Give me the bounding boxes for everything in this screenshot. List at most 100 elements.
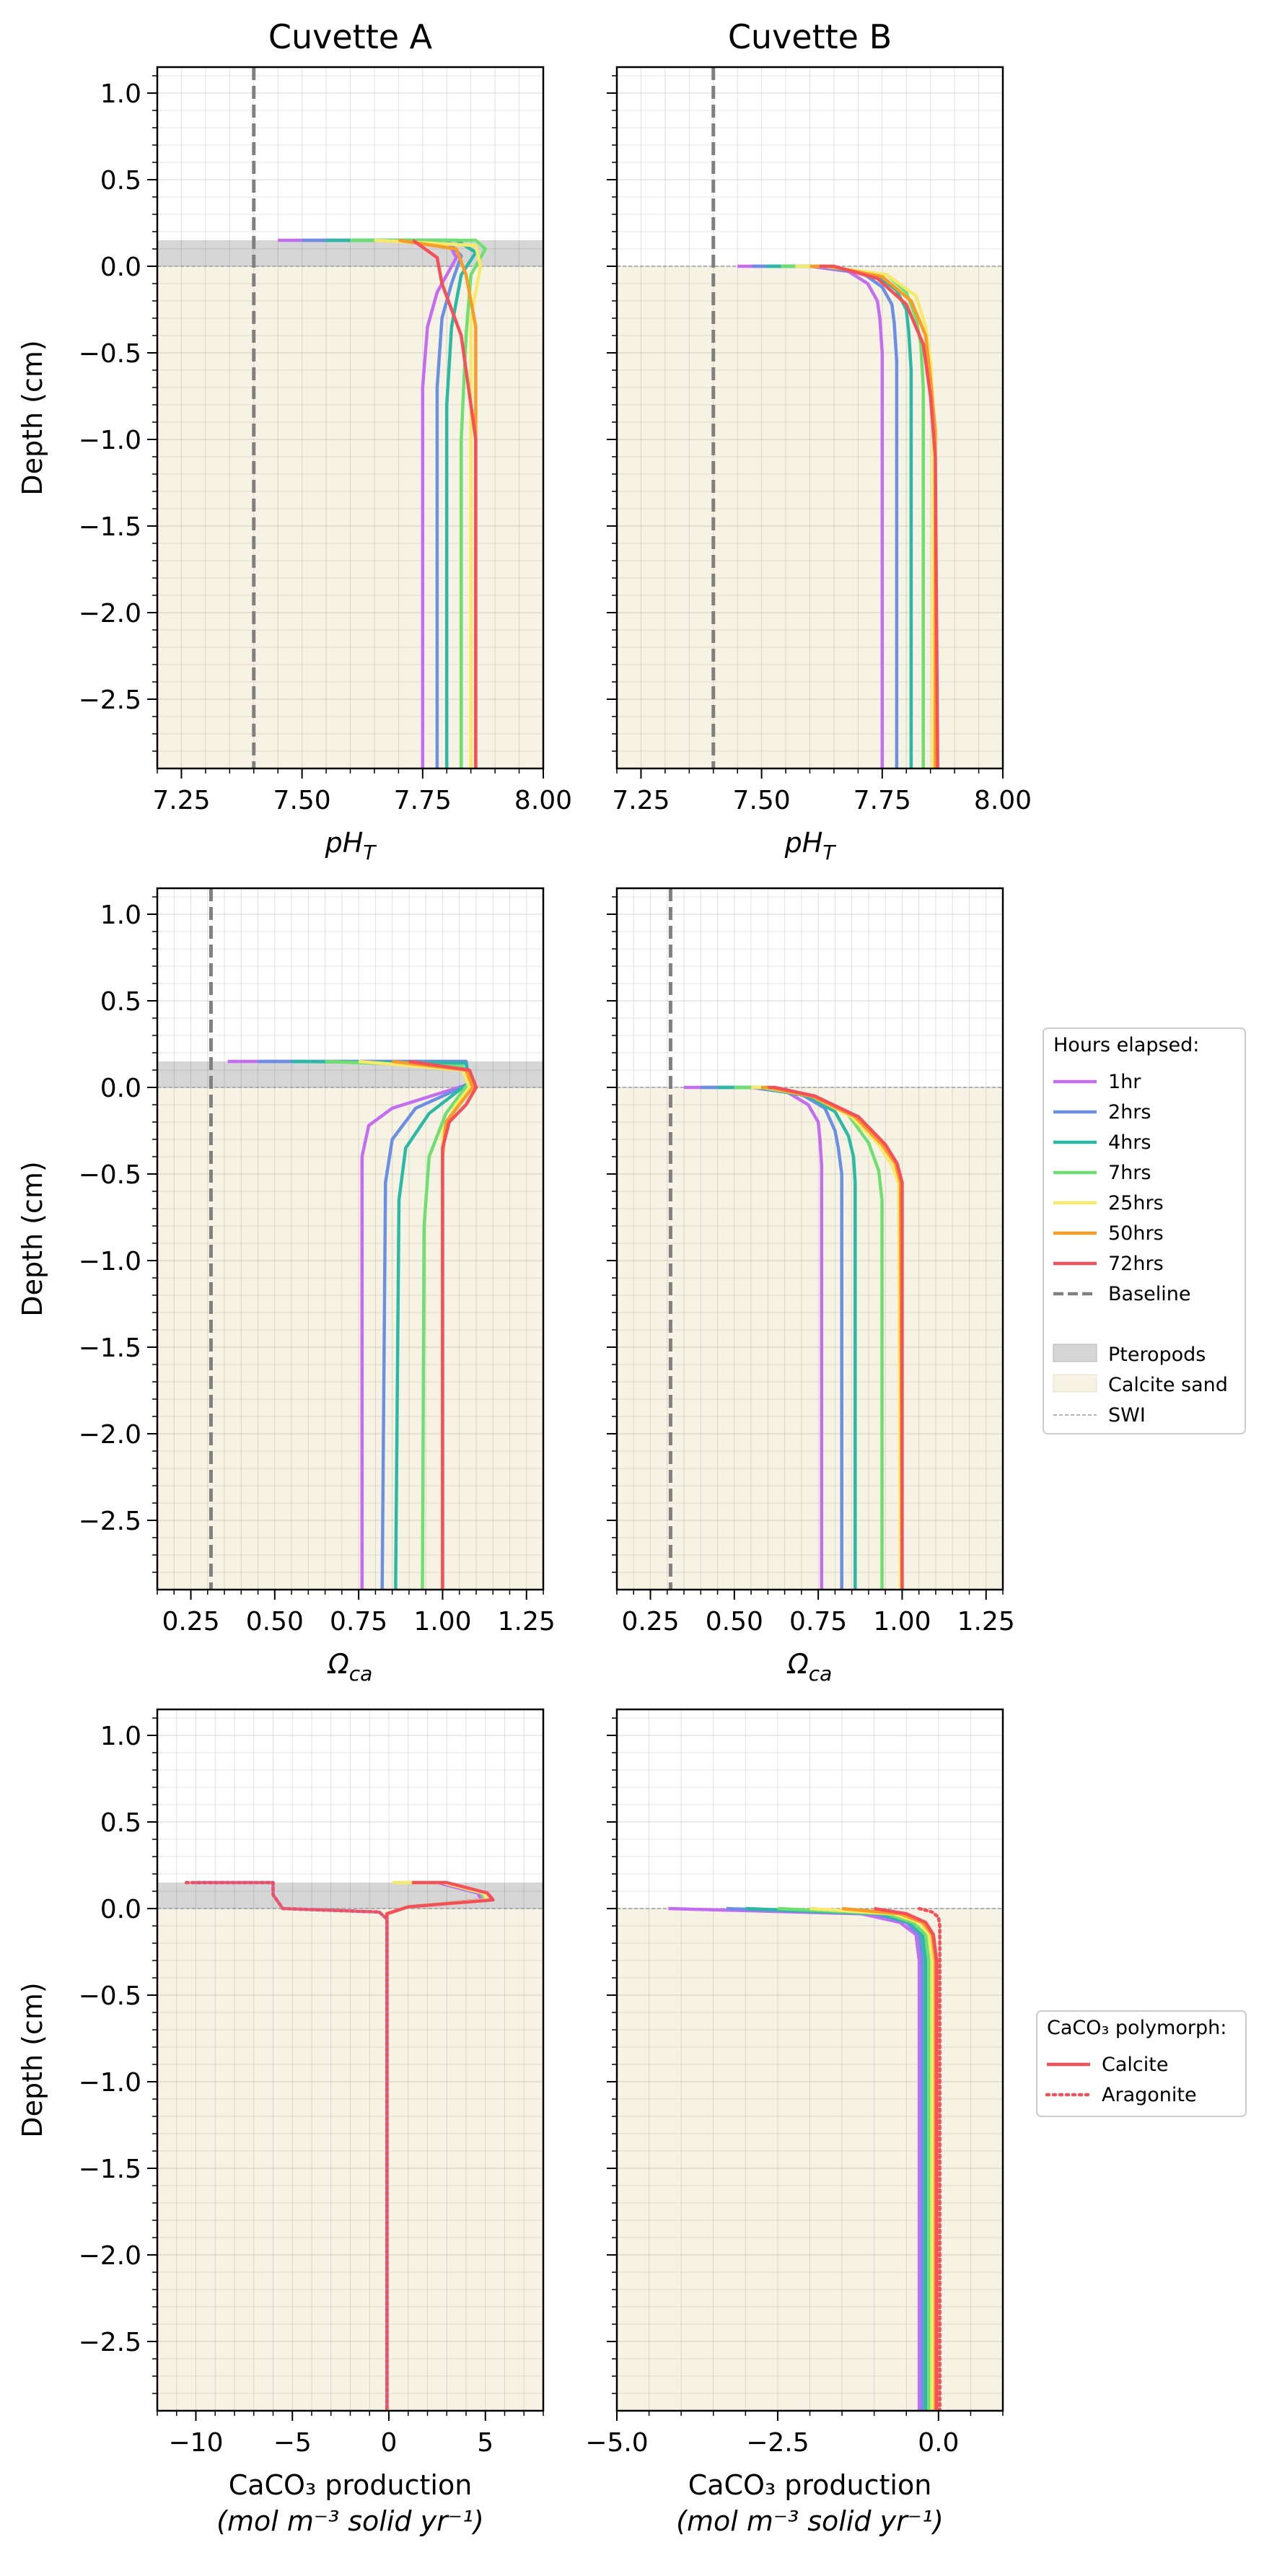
chart-panel-6: −5.0 −2.5 0.0 CaCO₃ production (mol m⁻³ soli… (585, 1708, 1004, 2537)
x-tick-label: 1.25 (957, 1607, 1015, 1637)
y-tick-label: −2.0 (79, 2241, 141, 2271)
legend-title: Hours elapsed: (1053, 1034, 1199, 1056)
series-group (668, 1906, 942, 2411)
y-tick-label: −1.5 (79, 512, 141, 542)
legends: Hours elapsed: 1hr 2hrs 4hrs 7hrs 25hrs 50hrs 7… (1036, 1028, 1247, 2117)
series-group (227, 1059, 478, 1590)
y-tick-label: 0.0 (100, 1074, 141, 1103)
x-axis-label-sub: T (363, 841, 377, 864)
chart-panel-1: 1.0 0.5 0.0 −0.5 −1.0 −1.5 −2.0 −2.5 7.25 7.50 7.7… (17, 17, 572, 864)
series-group (278, 238, 488, 768)
y-tick-label: 1.0 (100, 901, 141, 930)
x-tick-label: 7.50 (273, 786, 331, 815)
x-axis-label-sub: ca (809, 1662, 833, 1686)
x-tick-label: 0.50 (246, 1607, 304, 1637)
y-tick-label: 0.5 (100, 166, 141, 196)
x-tick-label: −10 (169, 2428, 224, 2458)
y-tick-label: −0.5 (79, 339, 141, 369)
series-line-7hrs (350, 238, 488, 768)
x-axis-label: pHT (325, 827, 377, 864)
series-line-72hrs (408, 1059, 478, 1590)
series-group (737, 264, 939, 768)
legend-label: 4hrs (1108, 1131, 1151, 1154)
x-axis-label-units: (mol m⁻³ solid yr⁻¹) (676, 2505, 944, 2537)
legend-label: SWI (1108, 1404, 1146, 1427)
x-tick-label: 8.00 (514, 786, 572, 815)
calcite-sand-region (617, 1087, 1003, 1590)
grid (157, 888, 543, 1590)
series-line-72hrs (768, 1085, 904, 1590)
x-tick-label: 1.25 (498, 1607, 556, 1637)
y-tick-label: −2.5 (79, 685, 141, 715)
axes-frame (615, 887, 1004, 1591)
x-tick-label: −5.0 (585, 2428, 648, 2458)
series-line-2hrs (258, 1059, 471, 1590)
y-axis-label: Depth (cm) (17, 1982, 48, 2137)
calcite-sand-region (157, 1909, 543, 2411)
legend-title: CaCO₃ polymorph: (1047, 2017, 1226, 2039)
legend-label: Baseline (1108, 1283, 1190, 1305)
series-line-72hrs (819, 264, 939, 768)
x-tick-label: −2.5 (746, 2428, 809, 2458)
calcite-sand-region (157, 1087, 543, 1590)
x-tick-label: 0.50 (706, 1607, 763, 1637)
x-axis-label: CaCO₃ production (688, 2469, 932, 2501)
y-tick-label: 0.0 (100, 1895, 141, 1924)
series-line-4hrs (291, 1059, 471, 1590)
series-group (684, 1085, 904, 1590)
legend-hours-elapsed: Hours elapsed: 1hr 2hrs 4hrs 7hrs 25hrs 50hrs 7… (1043, 1028, 1246, 1434)
legend-box (1036, 2010, 1247, 2117)
chart-panels: 1.0 0.5 0.0 −0.5 −1.0 −1.5 −2.0 −2.5 7.25 7.50 7.7… (17, 17, 1032, 2537)
x-axis-label-main: pH (325, 827, 364, 859)
panel-title: Cuvette A (268, 17, 433, 56)
series-line-72hrs (874, 1906, 939, 2411)
pteropods-region (157, 1061, 543, 1087)
x-axis-label-sub: ca (349, 1662, 373, 1686)
x-tick-label: 7.25 (152, 786, 210, 815)
legend-label: Calcite (1102, 2054, 1168, 2076)
x-axis-label-units: (mol m⁻³ solid yr⁻¹) (216, 2505, 484, 2537)
legend-label: Pteropods (1108, 1344, 1206, 1366)
legend-patch (1053, 1344, 1097, 1362)
x-tick-label: 0.25 (162, 1607, 219, 1637)
x-tick-label: 7.75 (394, 786, 452, 815)
calcite-sand-region (157, 266, 543, 768)
grid (617, 1709, 1003, 2411)
y-tick-label: −2.0 (79, 1420, 141, 1450)
y-axis-label: Depth (cm) (17, 1161, 48, 1316)
x-axis-label: CaCO₃ production (229, 2469, 473, 2501)
x-axis-label: pHT (784, 827, 837, 864)
y-tick-label: −0.5 (79, 1160, 141, 1190)
x-axis-label: Ωca (786, 1648, 833, 1686)
legend-label: Aragonite (1102, 2084, 1197, 2106)
x-tick-label: 7.50 (733, 786, 791, 815)
legend-label: Calcite sand (1108, 1374, 1228, 1396)
y-tick-label: 1.0 (100, 1722, 141, 1751)
legend-label: 25hrs (1108, 1192, 1164, 1214)
x-tick-label: 7.25 (612, 786, 670, 815)
y-tick-label: 0.5 (100, 1808, 141, 1838)
legend-label: 1hr (1108, 1071, 1141, 1093)
series-line-72hrs-aragonite (917, 1906, 942, 2411)
x-tick-label: 0 (381, 2428, 398, 2458)
y-tick-label: −2.5 (79, 1507, 141, 1536)
x-tick-label: 1.00 (873, 1607, 931, 1637)
x-tick-label: −5 (273, 2428, 312, 2458)
legend-label: 2hrs (1108, 1101, 1151, 1123)
x-axis-label-main: Ω (327, 1648, 349, 1680)
x-tick-label: 0.25 (621, 1607, 679, 1637)
x-tick-label: 0.75 (330, 1607, 387, 1637)
series-line-72hrs (412, 239, 478, 768)
x-axis-label-sub: T (822, 841, 836, 864)
y-tick-label: −2.0 (79, 599, 141, 628)
x-tick-label: 1.00 (413, 1607, 471, 1637)
x-tick-label: 5 (477, 2428, 493, 2458)
x-axis-label: Ωca (327, 1648, 373, 1686)
legend-label: 50hrs (1108, 1222, 1164, 1245)
series-line-7hrs (325, 1059, 471, 1590)
y-tick-label: −1.0 (79, 426, 141, 455)
legend-box (1043, 1028, 1246, 1434)
y-tick-label: 0.0 (100, 253, 141, 282)
x-tick-label: 0.75 (789, 1607, 847, 1637)
